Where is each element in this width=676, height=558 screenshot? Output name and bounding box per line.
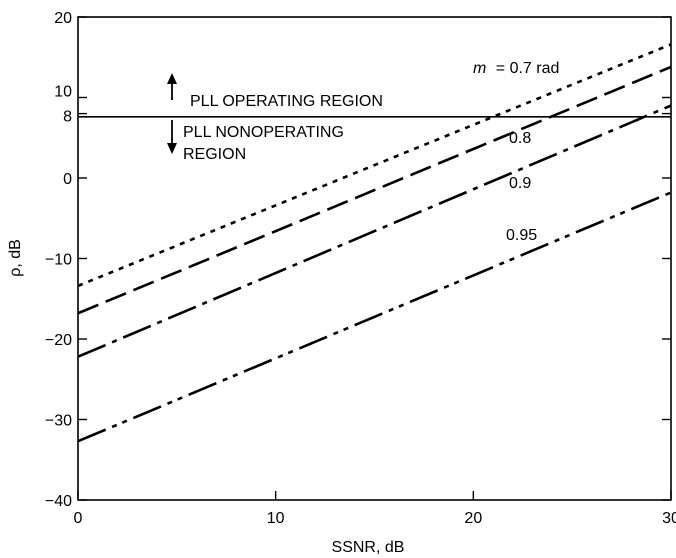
y-tick-label-2: −20 <box>45 332 72 349</box>
m-equals-text: = 0.7 rad <box>496 60 560 77</box>
y-tick-label-4: 0 <box>63 171 72 188</box>
plot-frame <box>77 16 672 501</box>
y-tick-label-6: 10 <box>54 84 72 101</box>
series-line-0.9 <box>77 104 672 358</box>
series-label-0.7: m = 0.7 rad <box>473 60 559 77</box>
operating-region-label: PLL OPERATING REGION <box>190 93 383 110</box>
y-tick-label-1: −30 <box>45 413 72 430</box>
tick-labels: 0 10 20 30 −40 −30 −20 −10 0 8 10 20 <box>45 10 676 527</box>
y-tick-label-5: 8 <box>63 109 72 126</box>
ticks <box>77 16 672 501</box>
series-label-0.8: 0.8 <box>509 130 531 147</box>
series-line-0.8 <box>77 65 672 315</box>
series-lines <box>77 43 672 443</box>
series-line-0.95 <box>77 191 672 443</box>
x-tick-label-2: 20 <box>464 510 482 527</box>
y-tick-label-3: −10 <box>45 252 72 269</box>
y-tick-label-0: −40 <box>45 493 72 510</box>
nonoperating-region-label-line2: REGION <box>183 146 246 163</box>
y-axis-title: ρ, dB <box>7 239 24 277</box>
series-label-0.95: 0.95 <box>506 227 537 244</box>
m-symbol: m <box>473 60 486 77</box>
up-arrow-icon <box>167 73 177 100</box>
x-tick-label-0: 0 <box>74 510 83 527</box>
down-arrow-icon <box>167 120 177 154</box>
x-tick-label-3: 30 <box>662 510 676 527</box>
series-label-0.9: 0.9 <box>509 175 531 192</box>
series-line-0.7 <box>77 43 672 288</box>
x-tick-label-1: 10 <box>267 510 285 527</box>
nonoperating-region-label-line1: PLL NONOPERATING <box>183 124 344 141</box>
x-axis-title: SSNR, dB <box>332 539 405 556</box>
y-tick-label-7: 20 <box>54 10 72 27</box>
